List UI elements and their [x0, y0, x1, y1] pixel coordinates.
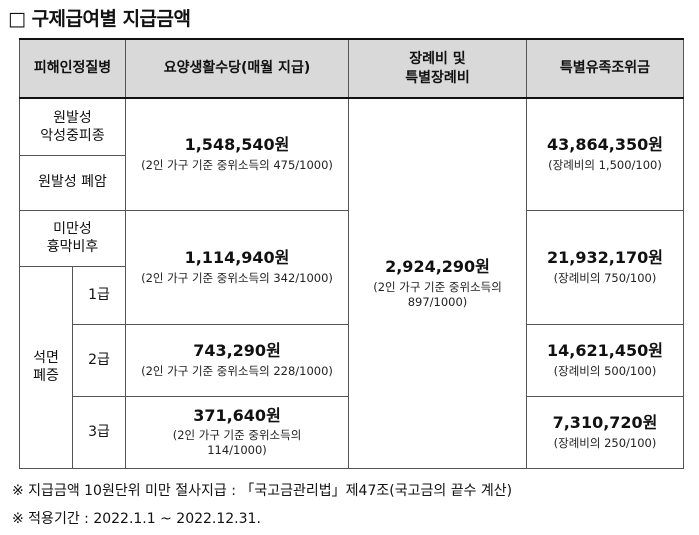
- grade-1: 1급: [72, 265, 126, 325]
- disease-mesothelioma: 원발성 악성중피종: [19, 97, 126, 156]
- table-row: 3급 371,640원 (2인 가구 기준 중위소득의 114/1000) 7,…: [20, 395, 684, 469]
- funeral-note: (2인 가구 기준 중위소득의 897/1000): [373, 279, 502, 309]
- disease-lung-cancer: 원발성 폐암: [19, 154, 126, 211]
- living-amount-d: 371,640원: [193, 405, 281, 425]
- header-funeral: 장례비 및 특별장례비: [348, 38, 527, 99]
- condolence-amount-b: 21,932,170원: [547, 248, 663, 268]
- footnote-period: ※ 적용기간 : 2022.1.1 ~ 2022.12.31.: [12, 511, 261, 527]
- header-funeral-line2: 특별장례비: [405, 69, 470, 86]
- table-row: 미만성 흉막비후 1,114,940원 (2인 가구 기준 중위소득의 342/…: [19, 209, 684, 325]
- table-row: 석면 폐증 1급: [19, 265, 684, 469]
- table-header-row: 피해인정질병 요양생활수당(매월 지급) 장례비 및 특별장례비 특별유족조위금: [19, 38, 684, 99]
- living-note-a: (2인 가구 기준 중위소득의 475/1000): [141, 158, 333, 173]
- header-funeral-line1: 장례비 및: [409, 51, 466, 68]
- table-row: 원발성 폐암: [19, 154, 684, 211]
- funeral-cell: 2,924,290원 (2인 가구 기준 중위소득의 897/1000): [348, 97, 527, 469]
- condolence-d: 7,310,720원 (장례비의 250/100): [526, 395, 684, 469]
- condolence-a: 43,864,350원 (장례비의 1,500/100): [526, 97, 684, 211]
- funeral-amount: 2,924,290원: [385, 256, 490, 276]
- disease-asbestosis: 석면 폐증: [19, 265, 73, 469]
- footnote-rounding: ※ 지급금액 10원단위 미만 절사지급 : 「국고금관리법」제47조(국고금의…: [12, 483, 513, 499]
- condolence-c: 14,621,450원 (장례비의 500/100): [526, 323, 684, 397]
- living-note-c: (2인 가구 기준 중위소득의 228/1000): [141, 363, 333, 378]
- benefit-table: 피해인정질병 요양생활수당(매월 지급) 장례비 및 특별장례비 특별유족조위금…: [19, 38, 684, 469]
- living-note-d: (2인 가구 기준 중위소득의 114/1000): [172, 428, 302, 458]
- header-disease: 피해인정질병: [19, 38, 126, 99]
- page-title: □ 구제급여별 지급금액: [8, 8, 191, 30]
- condolence-note-b: (장례비의 750/100): [553, 270, 657, 285]
- condolence-note-a: (장례비의 1,500/100): [548, 158, 662, 173]
- condolence-amount-a: 43,864,350원: [547, 135, 663, 155]
- condolence-note-d: (장례비의 250/100): [553, 435, 657, 450]
- living-amount-a: 1,548,540원: [184, 135, 290, 155]
- condolence-b: 21,932,170원 (장례비의 750/100): [526, 209, 684, 325]
- grade-2: 2급: [72, 323, 126, 397]
- table-row: 원발성 악성중피종 1,548,540원 (2인 가구 기준 중위소득의 475…: [19, 97, 684, 469]
- header-condolence: 특별유족조위금: [526, 38, 684, 99]
- header-living-allowance: 요양생활수당(매월 지급): [125, 38, 349, 99]
- table-row: 2급 743,290원 (2인 가구 기준 중위소득의 228/1000) 14…: [20, 323, 684, 397]
- condolence-amount-d: 7,310,720원: [552, 413, 658, 433]
- grade-3: 3급: [72, 395, 126, 469]
- living-amount-b: 1,114,940원: [184, 248, 290, 268]
- condolence-amount-c: 14,621,450원: [547, 341, 663, 361]
- living-allowance-d: 371,640원 (2인 가구 기준 중위소득의 114/1000): [125, 395, 349, 469]
- living-allowance-c: 743,290원 (2인 가구 기준 중위소득의 228/1000): [125, 323, 349, 397]
- living-allowance-b: 1,114,940원 (2인 가구 기준 중위소득의 342/1000): [125, 209, 349, 325]
- living-amount-c: 743,290원: [193, 341, 281, 361]
- disease-pleural-thickening: 미만성 흉막비후: [19, 209, 126, 267]
- living-note-b: (2인 가구 기준 중위소득의 342/1000): [141, 270, 333, 285]
- condolence-note-c: (장례비의 500/100): [553, 363, 657, 378]
- living-allowance-a: 1,548,540원 (2인 가구 기준 중위소득의 475/1000): [125, 97, 349, 211]
